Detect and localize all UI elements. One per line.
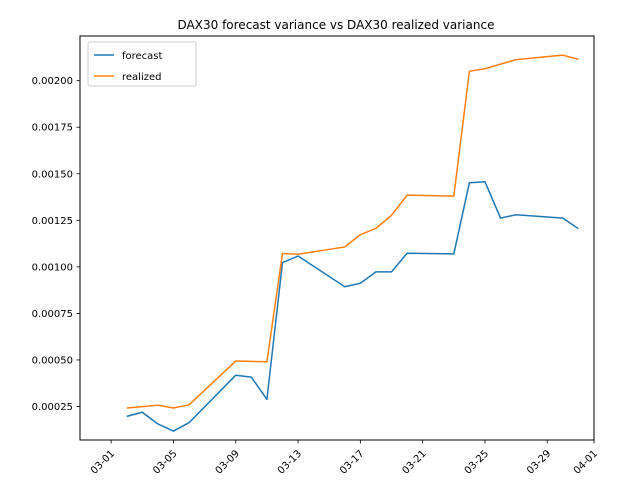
y-tick-label: 0.00100 xyxy=(32,262,73,273)
x-tick-label: 03-01 xyxy=(89,448,117,476)
x-tick-label: 03-21 xyxy=(400,448,428,476)
x-tick-label: 03-05 xyxy=(151,448,179,476)
x-tick-label: 03-13 xyxy=(276,448,304,476)
legend: forecast realized xyxy=(87,41,197,87)
y-tick-label: 0.00175 xyxy=(32,123,73,134)
y-axis: 0.00025 0.00050 0.00075 0.00100 0.00125 0.001… xyxy=(32,76,80,413)
legend-label-forecast: forecast xyxy=(122,51,163,62)
y-tick-label: 0.00050 xyxy=(32,355,73,366)
series-layer xyxy=(126,54,579,432)
x-axis: 03-01 03-05 03-09 03-13 03-17 03-21 03-25 03-29… xyxy=(89,440,600,477)
series-line-realized xyxy=(126,54,579,409)
y-tick-label: 0.00125 xyxy=(32,216,73,227)
x-tick-label: 03-25 xyxy=(463,448,491,476)
y-tick-label: 0.00150 xyxy=(32,169,73,180)
y-tick-label: 0.00025 xyxy=(32,402,73,413)
legend-box xyxy=(87,41,197,87)
axes-frame xyxy=(79,35,595,441)
y-tick-label: 0.00200 xyxy=(32,76,73,87)
x-tick-label: 03-09 xyxy=(214,448,242,476)
x-tick-label: 03-29 xyxy=(525,448,553,476)
legend-label-realized: realized xyxy=(122,72,161,83)
x-tick-label: 03-17 xyxy=(338,448,366,476)
y-tick-label: 0.00075 xyxy=(32,309,73,320)
x-tick-label: 04-01 xyxy=(572,448,600,476)
chart-title: DAX30 forecast variance vs DAX30 realize… xyxy=(178,18,495,32)
series-line-forecast xyxy=(126,181,579,432)
